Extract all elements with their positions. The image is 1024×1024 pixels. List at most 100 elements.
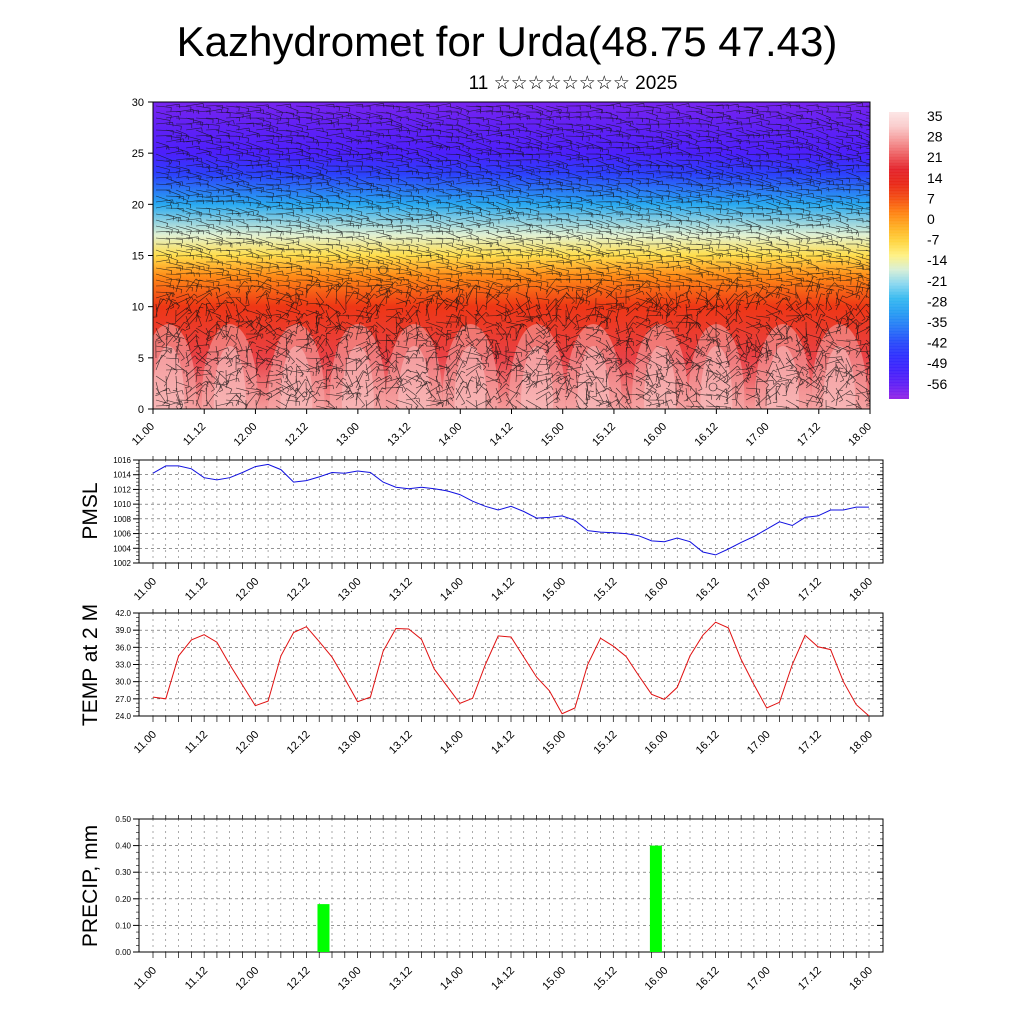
wind-barb-feather [602,157,604,162]
wind-barb [565,147,580,153]
wind-barb [285,171,300,177]
wind-barb [225,147,243,153]
wind-barb-feather [198,110,200,115]
wind-barb-feather [672,103,674,108]
wind-barb-feather [408,212,411,217]
wind-barb-feather [578,156,580,161]
wind-barb [385,171,400,175]
wind-barb [735,134,754,137]
wind-barb-feather [307,217,310,222]
wind-barb [695,105,713,110]
wind-barb [325,158,342,161]
wind-barb [235,122,254,125]
wind-barb [455,180,473,185]
wind-barb [815,187,829,191]
wind-barb-feather [872,126,873,130]
wind-barb [235,105,249,109]
wind-barb [745,114,761,119]
wind-barb-feather [233,120,235,125]
wind-barb [455,105,470,112]
wind-barb [835,123,853,129]
wind-barb [335,195,351,202]
wind-barb-feather [227,155,229,160]
wind-barb [585,128,603,131]
wind-barb-feather [416,169,418,174]
wind-barb-feather [498,175,501,180]
wind-barb [365,193,383,197]
wind-barb [225,153,240,156]
wind-barb [455,193,469,197]
wind-barb-feather [370,184,373,189]
wind-barb [365,212,380,215]
wind-barb [455,147,471,155]
wind-barb [245,218,260,221]
wind-barb [335,122,352,125]
wind-barb [245,201,259,204]
wind-barb [475,195,489,199]
wind-barb [455,159,468,165]
wind-barb-feather [296,192,299,197]
wind-barb-feather [881,218,882,222]
wind-barb [555,171,570,174]
wind-barb [565,171,582,178]
wind-barb [365,147,383,153]
wind-barb-feather [812,193,814,198]
wind-barb [395,147,409,152]
wind-barb-feather [472,139,474,144]
wind-barb [265,201,280,203]
wind-barb [635,171,654,175]
wind-barb [365,111,383,117]
wind-barb [175,201,191,205]
wind-barb [425,153,440,160]
wind-barb [725,171,743,177]
wind-barb [465,177,480,181]
wind-barb [695,111,713,119]
wind-barb [365,176,380,179]
wind-barb [675,195,690,199]
wind-barb [345,207,362,213]
wind-barb [505,147,524,153]
wind-barb [655,141,673,145]
wind-barb [655,151,670,155]
wind-barb-feather [488,211,491,216]
wind-barb [615,111,630,113]
wind-barb [755,147,769,154]
wind-barb [225,199,244,203]
wind-barb [675,103,689,107]
wind-barb [235,183,251,189]
wind-barb [525,117,542,120]
wind-barb [755,183,774,188]
wind-barb [475,135,491,141]
wind-barb-feather [392,162,394,167]
wind-barb [835,189,850,191]
wind-barb [605,188,621,191]
wind-barb-feather [771,129,774,134]
wind-barb-feather [327,161,329,166]
wind-barb [335,169,350,173]
wind-barb [325,177,341,182]
wind-barb [295,201,314,206]
wind-barb-feather [873,193,874,197]
wind-barb [355,157,373,161]
wind-barb [575,115,590,119]
wind-barb [725,121,742,125]
wind-barb [815,135,830,142]
wind-barb [435,189,452,196]
wind-barb [735,171,750,176]
wind-barb-feather [811,145,813,150]
wind-barb-feather [565,164,568,169]
wind-barb [375,183,389,187]
wind-barb [515,200,531,203]
wind-barb-feather [796,138,799,143]
wind-barb [315,129,328,133]
wind-barb [525,171,541,178]
wind-barb-feather [390,121,393,126]
wind-barb-feather [210,192,212,197]
wind-barb [805,126,823,131]
wind-barb-feather [857,199,860,204]
wind-barb-feather [821,216,823,221]
wind-barb [255,174,271,179]
wind-barb [185,193,203,197]
wind-barb [245,207,259,212]
wind-barb [515,141,530,145]
